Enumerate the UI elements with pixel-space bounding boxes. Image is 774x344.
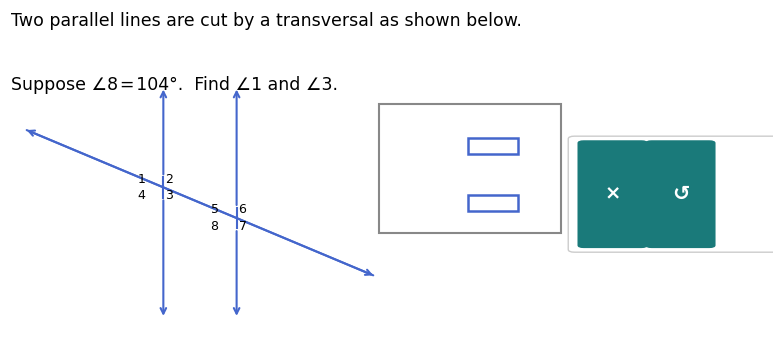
FancyBboxPatch shape [577, 140, 648, 248]
Text: °: ° [523, 132, 531, 148]
Text: ∠3 =: ∠3 = [395, 188, 444, 206]
Text: 8: 8 [211, 220, 218, 233]
Text: ∠1 =: ∠1 = [395, 131, 444, 149]
Text: 4: 4 [138, 189, 146, 202]
Text: 1: 1 [138, 173, 146, 185]
Text: 5: 5 [211, 203, 218, 216]
FancyBboxPatch shape [468, 195, 518, 212]
Text: 7: 7 [238, 220, 247, 233]
Text: Suppose ∠8 = 104°.  Find ∠1 and ∠3.: Suppose ∠8 = 104°. Find ∠1 and ∠3. [12, 76, 338, 95]
Text: 6: 6 [238, 203, 246, 216]
Text: Two parallel lines are cut by a transversal as shown below.: Two parallel lines are cut by a transver… [12, 12, 522, 30]
Text: 2: 2 [166, 173, 173, 185]
Text: ×: × [604, 185, 621, 204]
Text: °: ° [523, 190, 531, 205]
Text: ↺: ↺ [672, 184, 689, 204]
FancyBboxPatch shape [568, 136, 774, 252]
FancyBboxPatch shape [379, 104, 560, 234]
FancyBboxPatch shape [646, 140, 715, 248]
Text: 3: 3 [166, 189, 173, 202]
FancyBboxPatch shape [468, 138, 518, 154]
